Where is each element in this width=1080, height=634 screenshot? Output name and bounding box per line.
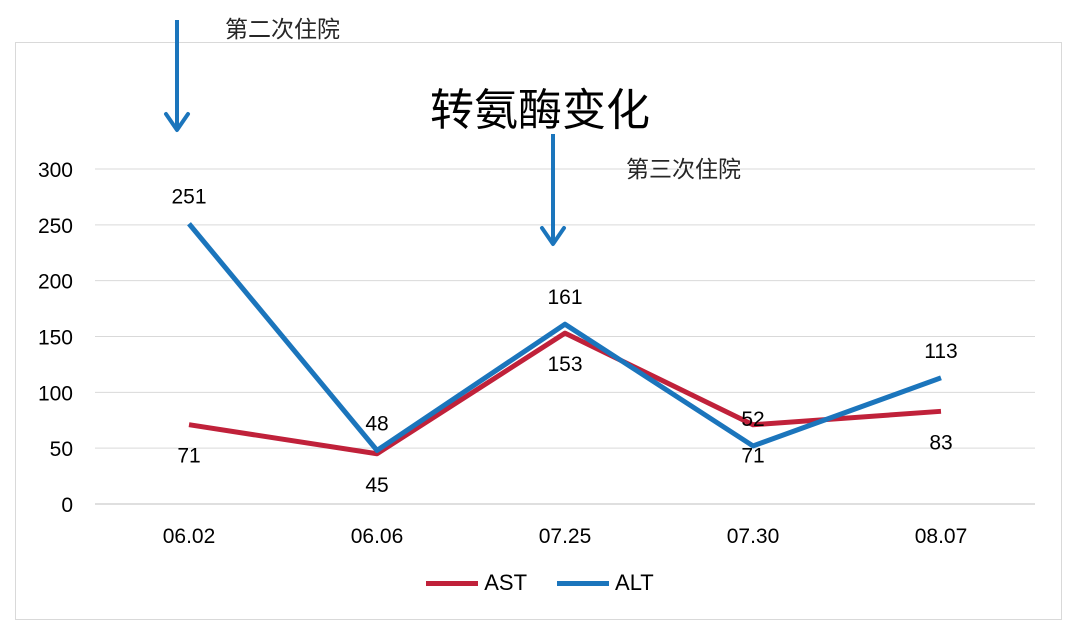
y-tick-label: 300 [38, 159, 73, 182]
x-tick-label: 08.07 [915, 525, 968, 548]
data-label-alt: 52 [741, 408, 764, 431]
annotation-arrowhead [540, 226, 566, 246]
legend-item-alt: ALT [557, 570, 654, 596]
chart-area [15, 42, 1062, 620]
data-label-alt: 113 [924, 340, 957, 363]
annotation-third-hospitalization: 第三次住院 [626, 157, 741, 183]
legend-swatch-ast [426, 580, 479, 586]
series-line-alt [187, 222, 942, 453]
legend-label-alt: ALT [615, 570, 654, 595]
legend-item-ast: AST [426, 570, 527, 596]
annotation-arrowhead [164, 112, 190, 132]
data-label-ast: 71 [177, 445, 200, 468]
annotation-second-hospitalization: 第二次住院 [225, 17, 340, 43]
y-tick-label: 200 [38, 271, 73, 294]
data-label-alt: 48 [365, 412, 388, 435]
legend-swatch-alt [557, 580, 610, 586]
y-tick-label: 150 [38, 327, 73, 350]
y-tick-label: 100 [38, 382, 73, 405]
chart-title: 转氨酶变化 [430, 85, 650, 136]
x-tick-label: 06.02 [163, 525, 216, 548]
legend-label-ast: AST [484, 570, 528, 595]
y-tick-label: 250 [38, 215, 73, 238]
data-label-ast: 83 [929, 431, 952, 454]
x-tick-label: 07.30 [727, 525, 780, 548]
x-tick-label: 06.06 [351, 525, 404, 548]
data-label-ast: 153 [547, 353, 582, 376]
y-tick-label: 50 [50, 438, 73, 461]
data-label-ast: 71 [741, 445, 764, 468]
chart-legend: AST ALT [0, 570, 1080, 596]
y-tick-label: 0 [61, 494, 73, 517]
data-label-alt: 161 [547, 286, 582, 309]
series-line-ast [188, 330, 942, 457]
data-label-alt: 251 [171, 186, 206, 209]
x-tick-label: 07.25 [539, 525, 592, 548]
data-label-ast: 45 [365, 474, 388, 497]
